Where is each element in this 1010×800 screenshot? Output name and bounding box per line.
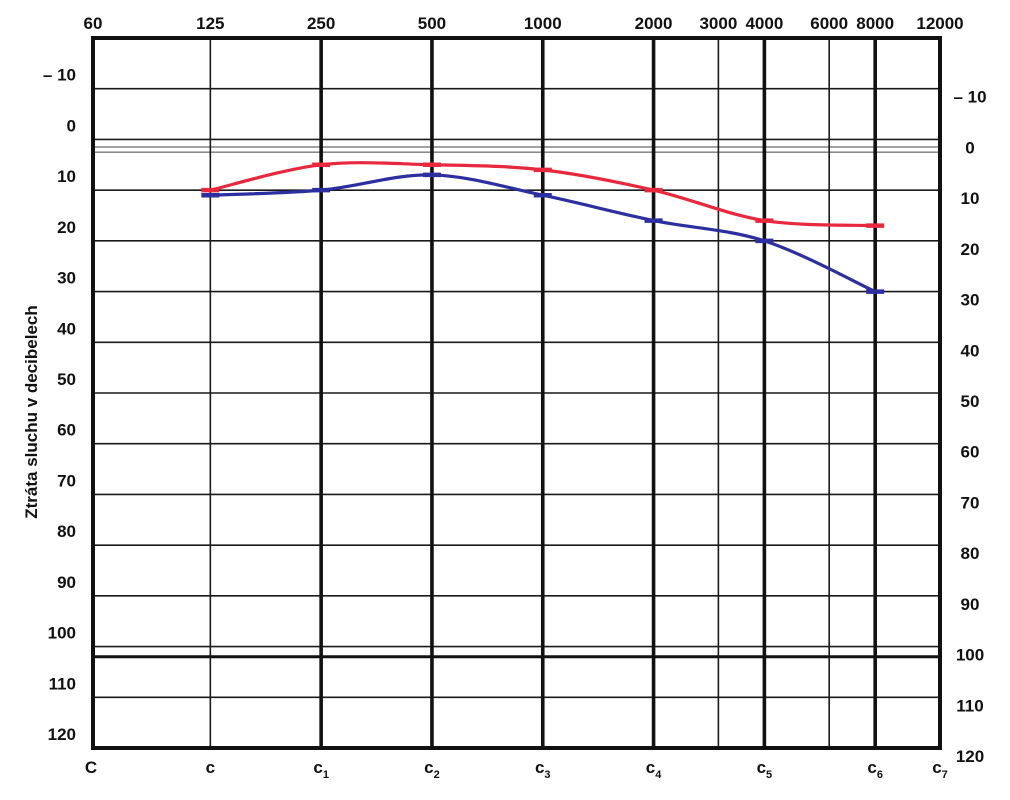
y-tick-label-right: 20 bbox=[961, 240, 980, 259]
x-tick-label: 12000 bbox=[916, 14, 963, 33]
y-tick-label-right: 100 bbox=[956, 646, 984, 665]
y-tick-label-right: 50 bbox=[961, 392, 980, 411]
y-tick-label-right: 110 bbox=[956, 696, 983, 715]
note-subscript: 7 bbox=[942, 769, 948, 781]
labels: 60 125 250 500 1000 2000 3000 4000 6000 8000 12000… bbox=[43, 14, 987, 781]
note-label: c4 bbox=[646, 758, 662, 781]
y-axis-label: Ztráta sluchu v decibelech bbox=[22, 305, 41, 519]
note-subscript: 4 bbox=[655, 769, 662, 781]
y-tick-label-left: 80 bbox=[57, 522, 76, 541]
note-label: C bbox=[85, 758, 97, 777]
y-tick-label-right: 90 bbox=[961, 595, 980, 614]
x-tick-label: 2000 bbox=[635, 14, 673, 33]
y-tick-label-right: 60 bbox=[961, 443, 980, 462]
note-subscript: 5 bbox=[766, 769, 772, 781]
x-tick-label: 4000 bbox=[745, 14, 783, 33]
y-tick-label-left: 30 bbox=[57, 269, 76, 288]
y-tick-label-left: 40 bbox=[57, 319, 76, 338]
note-label: c5 bbox=[757, 758, 773, 781]
note-label: c7 bbox=[932, 758, 948, 781]
y-tick-label-left: 90 bbox=[57, 573, 76, 592]
x-tick-label: 6000 bbox=[810, 14, 848, 33]
note-label: c1 bbox=[313, 758, 329, 781]
series-layer bbox=[201, 161, 885, 294]
y-tick-label-right: 10 bbox=[961, 189, 980, 208]
note-label: c3 bbox=[535, 758, 551, 781]
note-subscript: 2 bbox=[434, 769, 440, 781]
note-subscript: 6 bbox=[877, 769, 883, 781]
y-tick-label-left: 10 bbox=[57, 167, 76, 186]
y-tick-label-left: 50 bbox=[57, 370, 76, 389]
x-tick-label: 125 bbox=[196, 14, 224, 33]
y-tick-label-left: 0 bbox=[67, 116, 76, 135]
x-tick-label: 500 bbox=[418, 14, 446, 33]
y-tick-label-left: 110 bbox=[49, 674, 76, 693]
y-tick-label-right: 30 bbox=[961, 291, 980, 310]
y-tick-label-right: 80 bbox=[961, 544, 980, 563]
x-tick-label: 60 bbox=[84, 14, 103, 33]
x-tick-label: 1000 bbox=[524, 14, 562, 33]
y-tick-label-right: 0 bbox=[965, 138, 974, 157]
note-label: c bbox=[206, 758, 215, 777]
y-tick-label-right: – 10 bbox=[953, 88, 986, 107]
x-tick-label: 8000 bbox=[856, 14, 894, 33]
y-tick-label-left: 120 bbox=[48, 725, 76, 744]
note-subscript: 3 bbox=[544, 769, 550, 781]
y-tick-label-right: 70 bbox=[961, 493, 980, 512]
y-tick-label-left: – 10 bbox=[43, 66, 76, 85]
grid bbox=[91, 36, 942, 750]
y-tick-label-left: 60 bbox=[57, 421, 76, 440]
note-label: c6 bbox=[867, 758, 883, 781]
y-tick-label-left: 70 bbox=[57, 471, 76, 490]
y-tick-label-right: 120 bbox=[956, 747, 984, 766]
y-tick-label-right: 40 bbox=[961, 341, 980, 360]
plot-frame bbox=[91, 36, 942, 750]
note-label: c2 bbox=[424, 758, 440, 781]
y-tick-label-left: 100 bbox=[48, 624, 76, 643]
y-tick-label-left: 20 bbox=[57, 218, 76, 237]
x-tick-label: 250 bbox=[307, 14, 335, 33]
note-subscript: 1 bbox=[323, 769, 329, 781]
x-tick-label: 3000 bbox=[699, 14, 737, 33]
